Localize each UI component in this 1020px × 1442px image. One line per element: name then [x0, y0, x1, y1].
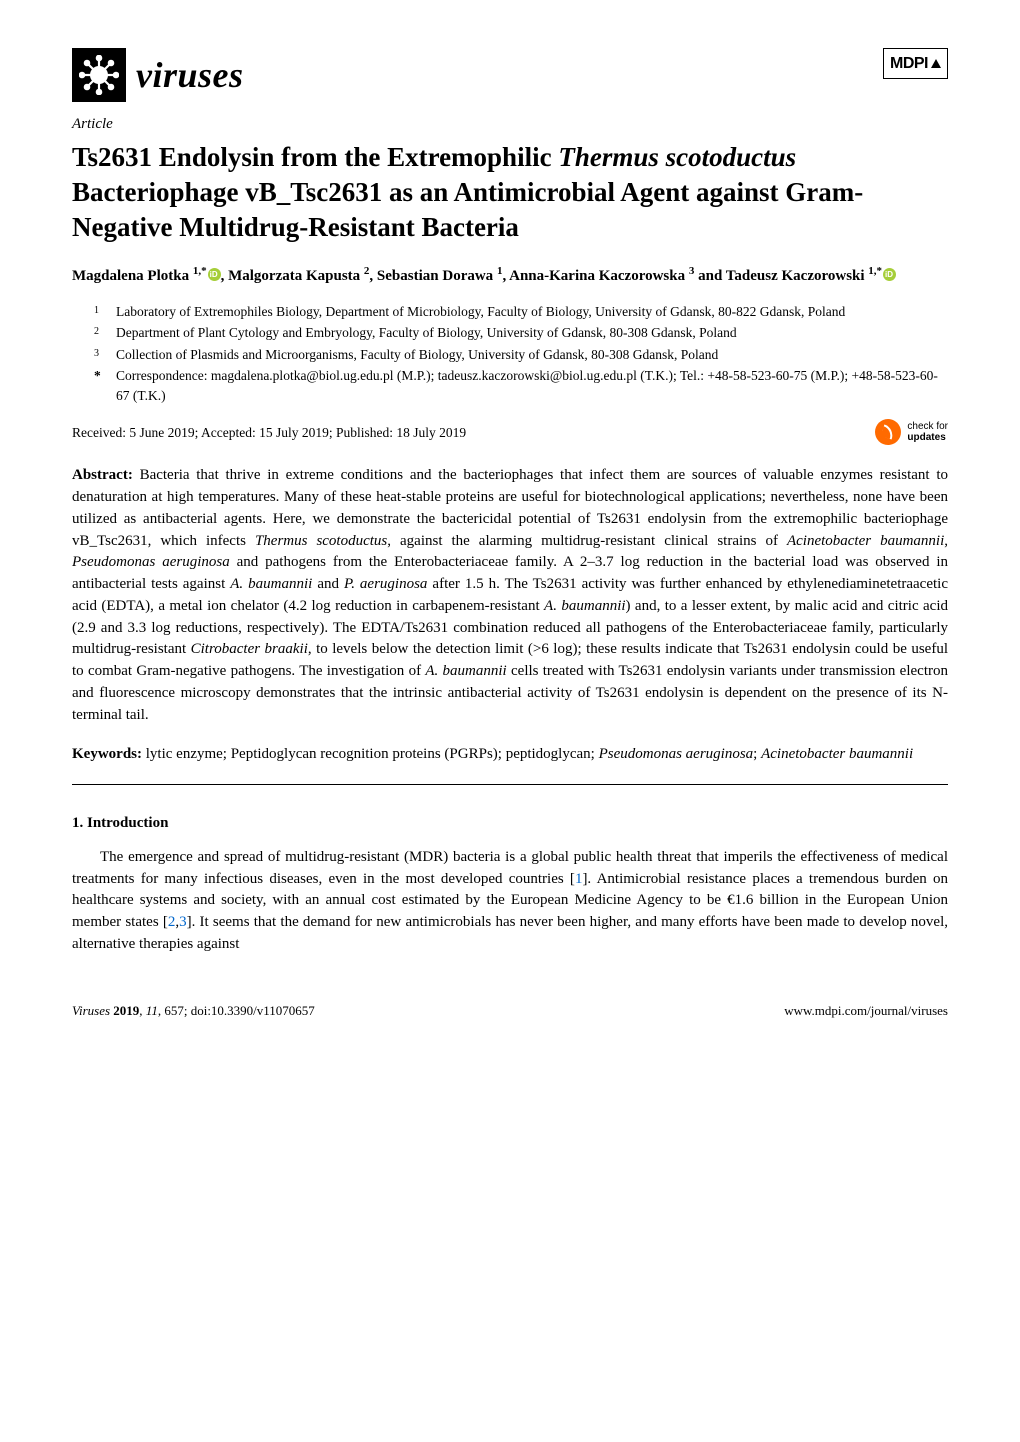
- updates-line2: updates: [907, 432, 945, 443]
- footer-year: 2019: [113, 1003, 139, 1018]
- orcid-icon[interactable]: [208, 268, 221, 281]
- author-1: Magdalena Plotka: [72, 268, 193, 284]
- affiliation-number: 2: [94, 323, 102, 343]
- keywords-label: Keywords:: [72, 746, 146, 762]
- author-3: Sebastian Dorawa: [377, 268, 497, 284]
- article-dates: Received: 5 June 2019; Accepted: 15 July…: [72, 423, 466, 443]
- correspondence-star: *: [94, 366, 102, 405]
- keywords-ital: Pseudomonas aeruginosa: [599, 746, 754, 762]
- abstract-ital: P. aeruginosa: [344, 576, 427, 592]
- abstract-ital: A. baumannii: [425, 663, 506, 679]
- author-5: Tadeusz Kaczorowski: [726, 268, 869, 284]
- abstract-ital: Pseudomonas aeruginosa: [72, 554, 230, 570]
- intro-seg: ]. It seems that the demand for new anti…: [72, 914, 948, 952]
- author-2: Malgorzata Kapusta: [228, 268, 364, 284]
- keywords-ital: Acinetobacter baumannii: [761, 746, 913, 762]
- journal-logo-box: viruses: [72, 48, 244, 102]
- keywords-seg: lytic enzyme; Peptidoglycan recognition …: [146, 746, 599, 762]
- footer-doi: , 657; doi:10.3390/v11070657: [158, 1003, 315, 1018]
- ref-link[interactable]: 3: [179, 914, 187, 930]
- updates-text: check for updates: [907, 421, 948, 443]
- article-title: Ts2631 Endolysin from the Extremophilic …: [72, 140, 948, 245]
- affiliation-row: 2 Department of Plant Cytology and Embry…: [94, 323, 948, 343]
- abstract-ital: A. baumannii: [230, 576, 312, 592]
- affiliation-row: 3 Collection of Plasmids and Microorgani…: [94, 345, 948, 365]
- author-sep: ,: [221, 268, 229, 284]
- article-dates-row: Received: 5 June 2019; Accepted: 15 July…: [72, 419, 948, 445]
- keywords-seg: ;: [753, 746, 761, 762]
- correspondence-text: Correspondence: magdalena.plotka@biol.ug…: [116, 366, 948, 405]
- orcid-icon[interactable]: [883, 268, 896, 281]
- author-sep: and: [694, 268, 725, 284]
- keywords: Keywords: lytic enzyme; Peptidoglycan re…: [72, 744, 948, 766]
- article-type-label: Article: [72, 114, 948, 136]
- abstract-seg: ,: [944, 533, 948, 549]
- affiliation-row: 1 Laboratory of Extremophiles Biology, D…: [94, 302, 948, 322]
- updates-arrow-icon: [875, 419, 901, 445]
- title-seg-1: Ts2631 Endolysin from the Extremophilic: [72, 142, 558, 172]
- viruses-logo-icon: [72, 48, 126, 102]
- journal-name: viruses: [136, 49, 244, 101]
- abstract-ital: Acinetobacter baumannii: [787, 533, 944, 549]
- abstract-ital: A. baumannii: [544, 598, 625, 614]
- mdpi-triangle-icon: [931, 59, 941, 68]
- footer-journal: Viruses: [72, 1003, 113, 1018]
- abstract: Abstract: Bacteria that thrive in extrem…: [72, 465, 948, 726]
- abstract-seg: and: [312, 576, 344, 592]
- affiliation-number: 1: [94, 302, 102, 322]
- title-italic-species: Thermus scotoductus: [558, 142, 796, 172]
- author-list: Magdalena Plotka 1,*, Malgorzata Kapusta…: [72, 263, 948, 288]
- footer-right[interactable]: www.mdpi.com/journal/viruses: [784, 1002, 948, 1021]
- footer-vol: 11: [146, 1003, 158, 1018]
- page-footer: Viruses 2019, 11, 657; doi:10.3390/v1107…: [72, 1002, 948, 1021]
- author-1-sup: 1,*: [193, 265, 207, 277]
- author-4: Anna-Karina Kaczorowska: [509, 268, 689, 284]
- author-5-sup: 1,*: [868, 265, 882, 277]
- mdpi-logo: MDPI: [883, 48, 948, 79]
- title-seg-3: Bacteriophage vB_Tsc2631 as an Antimicro…: [72, 177, 863, 242]
- affiliations-block: 1 Laboratory of Extremophiles Biology, D…: [72, 302, 948, 406]
- affiliation-text: Laboratory of Extremophiles Biology, Dep…: [116, 302, 845, 322]
- intro-paragraph-1: The emergence and spread of multidrug-re…: [72, 847, 948, 956]
- mdpi-text: MDPI: [890, 52, 928, 75]
- affiliation-text: Collection of Plasmids and Microorganism…: [116, 345, 718, 365]
- footer-left: Viruses 2019, 11, 657; doi:10.3390/v1107…: [72, 1002, 315, 1021]
- abstract-ital: Thermus scotoductus: [255, 533, 387, 549]
- section-heading-introduction: 1. Introduction: [72, 813, 948, 835]
- section-divider: [72, 784, 948, 785]
- author-sep: ,: [369, 268, 377, 284]
- affiliation-text: Department of Plant Cytology and Embryol…: [116, 323, 737, 343]
- correspondence-row: * Correspondence: magdalena.plotka@biol.…: [94, 366, 948, 405]
- header: viruses MDPI: [72, 48, 948, 102]
- abstract-ital: Citrobacter braakii: [191, 641, 308, 657]
- affiliation-number: 3: [94, 345, 102, 365]
- abstract-label: Abstract:: [72, 467, 140, 483]
- abstract-seg: , against the alarming multidrug-resista…: [387, 533, 787, 549]
- check-updates-badge[interactable]: check for updates: [875, 419, 948, 445]
- updates-line1: check for: [907, 421, 948, 432]
